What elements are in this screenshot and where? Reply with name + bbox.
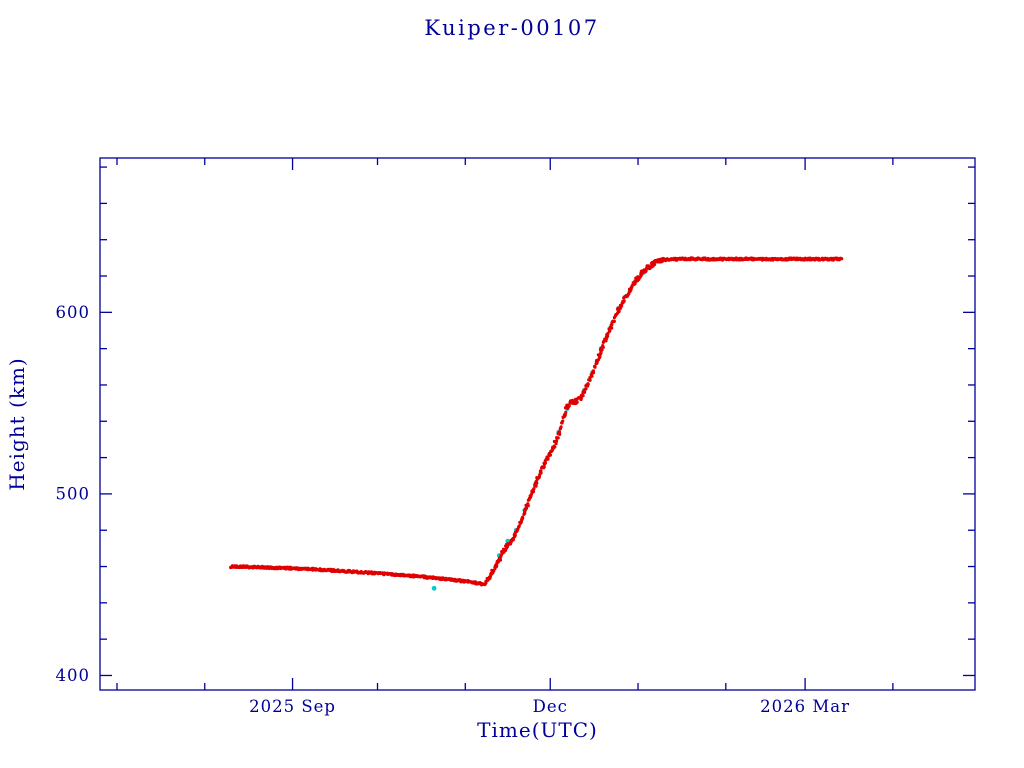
plot-frame [99, 157, 976, 691]
y-tick-label: 400 [56, 666, 91, 685]
y-axis-label: Height (km) [5, 357, 29, 491]
x-tick-label: 2025 Sep [249, 697, 336, 716]
chart-title: Kuiper-00107 [424, 16, 600, 40]
red-series [229, 256, 844, 587]
x-axis-ticks [116, 158, 894, 690]
x-tick-label: Dec [533, 697, 568, 716]
tick-labels: 2025 Sep Dec 2026 Mar 400 500 600 [56, 303, 850, 716]
x-axis-label: Time(UTC) [477, 718, 598, 742]
y-tick-label: 600 [56, 303, 91, 322]
y-axis-ticks [100, 166, 975, 677]
y-tick-label: 500 [56, 484, 91, 503]
x-tick-label: 2026 Mar [760, 697, 850, 716]
